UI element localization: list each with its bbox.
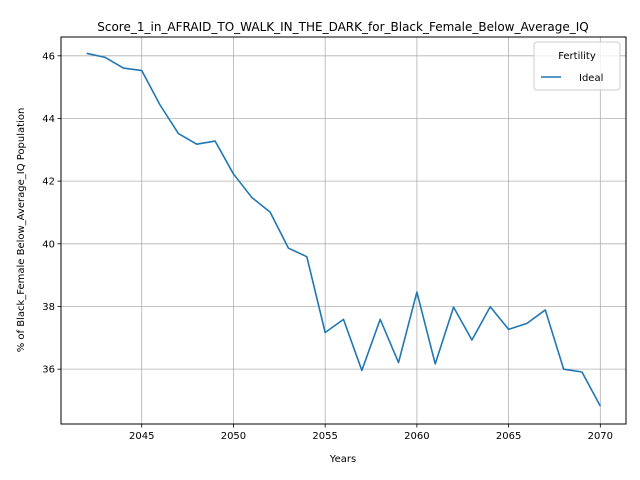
y-tick-label: 42	[42, 177, 55, 188]
x-tick-label: 2060	[404, 431, 429, 442]
x-tick-label: 2065	[496, 431, 521, 442]
x-tick-label: 2055	[312, 431, 337, 442]
y-axis-ticks: 36 38 40 42 44 46	[42, 51, 61, 376]
x-axis-ticks: 2045 2050 2055 2060 2065 2070	[129, 424, 613, 442]
x-tick-label: 2070	[588, 431, 613, 442]
series-line-ideal	[86, 52, 602, 407]
legend-title: Fertility	[558, 51, 596, 62]
series-lines	[86, 52, 602, 407]
legend-label-ideal: Ideal	[579, 73, 603, 84]
y-axis-label: % of Black_Female Below_Average_IQ Popul…	[16, 108, 27, 353]
y-tick-label: 36	[42, 365, 55, 376]
y-tick-label: 46	[42, 51, 55, 62]
plot-frame	[60, 36, 627, 425]
grid-lines	[61, 37, 626, 424]
x-tick-label: 2050	[221, 431, 246, 442]
x-tick-label: 2045	[129, 431, 154, 442]
y-tick-label: 40	[42, 239, 55, 250]
x-axis-label: Years	[329, 454, 356, 465]
legend: Fertility Ideal	[533, 41, 621, 91]
chart-title: Score_1_in_AFRAID_TO_WALK_IN_THE_DARK_fo…	[97, 20, 589, 34]
y-tick-label: 44	[42, 114, 55, 125]
y-tick-label: 38	[42, 302, 55, 313]
legend-box	[533, 41, 621, 91]
